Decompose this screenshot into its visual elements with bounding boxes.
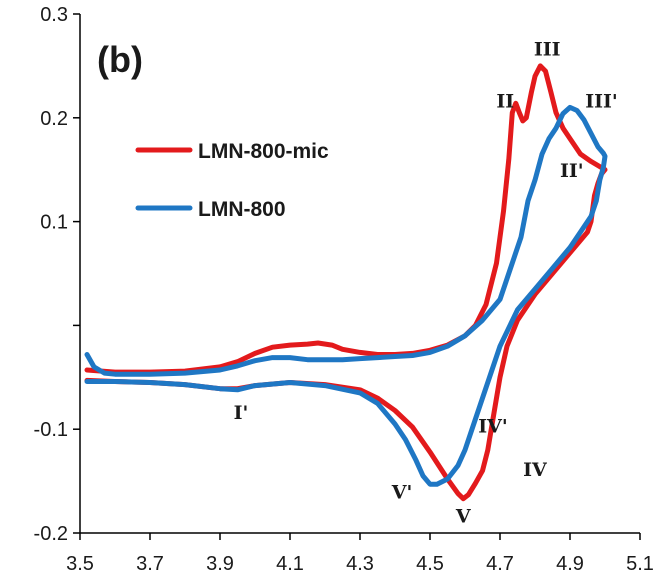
- series-line-lmn-800-mic: [84, 63, 608, 502]
- y-tick-label: 0.1: [40, 212, 68, 234]
- x-tick-label: 4.7: [486, 553, 514, 575]
- legend-label-lmn-800: LMN-800: [198, 198, 286, 221]
- peak-annotation: III: [534, 39, 561, 61]
- legend: LMN-800-mic LMN-800: [135, 140, 329, 221]
- x-tick-label: 3.9: [206, 553, 234, 575]
- panel-label: (b): [97, 39, 143, 80]
- legend-label-lmn-800-mic: LMN-800-mic: [198, 140, 329, 163]
- peak-annotation: V': [391, 482, 413, 504]
- y-ticks: 0.3 0.2 0.1 -0.1 -0.2: [34, 4, 80, 545]
- x-tick-label: 4.3: [346, 553, 374, 575]
- x-tick-label: 3.5: [66, 553, 94, 575]
- y-tick-label: -0.2: [34, 523, 68, 545]
- x-tick-label: 4.1: [276, 553, 304, 575]
- y-tick-label: 0.2: [40, 108, 68, 130]
- y-tick-label: -0.1: [34, 419, 68, 441]
- peak-annotation: V: [455, 506, 472, 528]
- x-tick-label: 5.1: [626, 553, 654, 575]
- peak-annotation: III': [585, 90, 617, 112]
- peak-annotation: I': [234, 402, 249, 424]
- peak-annotation: IV: [523, 459, 548, 481]
- series-layer: [84, 63, 608, 502]
- x-tick-label: 4.9: [556, 553, 584, 575]
- x-tick-label: 4.5: [416, 553, 444, 575]
- peak-annotation: II': [560, 160, 584, 182]
- x-ticks: 3.5 3.7 3.9 4.1 4.3 4.5 4.7 4.9 5.1: [66, 533, 654, 575]
- peak-annotation: IV': [478, 415, 507, 437]
- series-line-lmn-800: [84, 104, 608, 487]
- y-tick-label: 0.3: [40, 4, 68, 26]
- axes: [79, 14, 640, 534]
- x-tick-label: 3.7: [136, 553, 164, 575]
- peak-annotation: II: [496, 90, 514, 112]
